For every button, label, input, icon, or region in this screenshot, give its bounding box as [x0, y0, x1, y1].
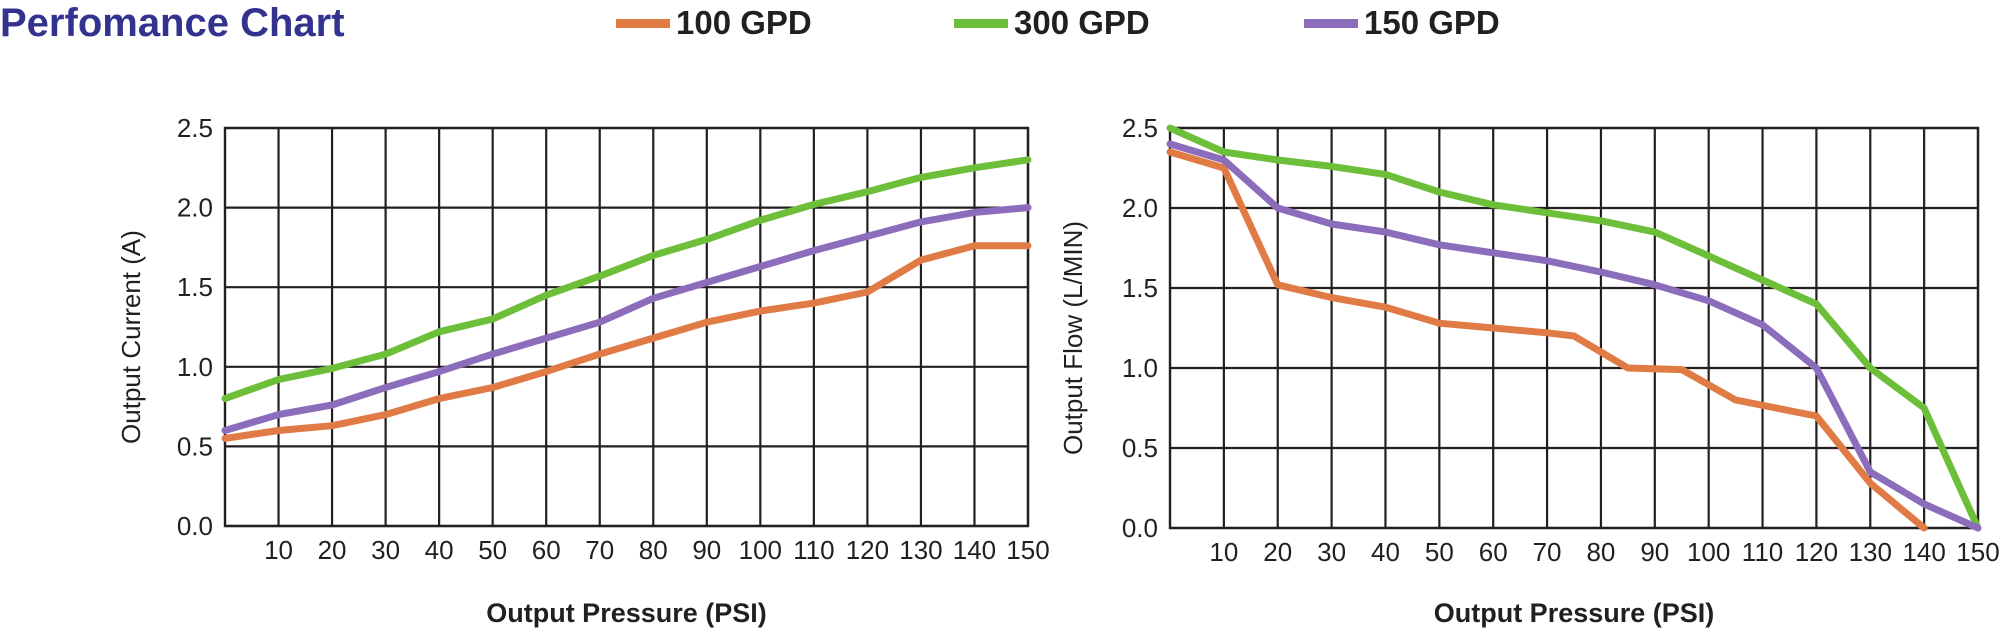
flow-y-tick-label: 0.0	[1122, 513, 1158, 543]
flow-series-100-gpd-line	[1166, 148, 1928, 532]
legend-item-150-gpd: 150 GPD	[1304, 0, 1500, 46]
flow-x-tick-label: 40	[1371, 537, 1400, 567]
flow-x-tick-label: 130	[1849, 537, 1892, 567]
flow-series-150-gpd-line	[1166, 140, 1982, 532]
legend-swatch-300-gpd	[954, 18, 1008, 28]
legend-label-150-gpd: 150 GPD	[1364, 4, 1500, 41]
current-x-tick-label: 20	[318, 535, 347, 565]
current-series-100-gpd-line	[221, 242, 1032, 442]
current-x-tick-label: 120	[846, 535, 889, 565]
current-plot-frame	[223, 126, 1030, 528]
flow-x-tick-label: 50	[1425, 537, 1454, 567]
flow-x-tick-label: 150	[1956, 537, 1999, 567]
current-y-tick-label: 1.5	[177, 272, 213, 302]
flow-x-tick-label: 100	[1687, 537, 1730, 567]
current-y-tick-label: 2.0	[177, 193, 213, 223]
current-x-tick-label: 100	[739, 535, 782, 565]
flow-x-tick-label: 60	[1479, 537, 1508, 567]
flow-series-300-gpd-line	[1166, 124, 1982, 532]
flow-plot-frame	[1168, 126, 1980, 530]
legend-swatch-150-gpd	[1304, 18, 1358, 28]
flow-y-tick-label: 2.0	[1122, 193, 1158, 223]
flow-x-tick-label: 20	[1263, 537, 1292, 567]
current-series-300-gpd-line	[221, 156, 1032, 403]
legend-label-100-gpd: 100 GPD	[676, 4, 812, 41]
current-x-tick-label: 150	[1006, 535, 1049, 565]
current-x-axis-label: Output Pressure (PSI)	[486, 598, 767, 628]
current-x-tick-label: 60	[532, 535, 561, 565]
current-x-tick-label: 80	[639, 535, 668, 565]
flow-x-tick-label: 30	[1317, 537, 1346, 567]
flow-x-tick-label: 70	[1533, 537, 1562, 567]
legend-label-300-gpd: 300 GPD	[1014, 4, 1150, 41]
flow-y-tick-label: 0.5	[1122, 433, 1158, 463]
current-x-tick-label: 40	[425, 535, 454, 565]
page-title: Perfomance Chart	[0, 1, 345, 45]
current-y-tick-label: 2.5	[177, 113, 213, 143]
current-y-tick-label: 1.0	[177, 352, 213, 382]
legend-swatch-100-gpd	[616, 18, 670, 28]
flow-y-axis-label: Output Flow (L/MIN)	[1058, 221, 1088, 455]
flow-x-tick-label: 10	[1209, 537, 1238, 567]
flow-y-tick-label: 1.5	[1122, 273, 1158, 303]
flow-x-tick-label: 140	[1902, 537, 1945, 567]
current-x-tick-label: 110	[793, 535, 834, 565]
current-y-tick-label: 0.5	[177, 431, 213, 461]
flow-y-tick-label: 1.0	[1122, 353, 1158, 383]
legend-item-300-gpd: 300 GPD	[954, 0, 1150, 46]
current-x-tick-label: 30	[371, 535, 400, 565]
flow-y-tick-label: 2.5	[1122, 113, 1158, 143]
current-x-tick-label: 10	[264, 535, 293, 565]
flow-x-tick-label: 110	[1742, 537, 1783, 567]
current-x-tick-label: 70	[585, 535, 614, 565]
current-x-tick-label: 130	[899, 535, 942, 565]
current-y-axis-label: Output Current (A)	[116, 230, 146, 444]
flow-x-axis-label: Output Pressure (PSI)	[1434, 598, 1715, 628]
legend-item-100-gpd: 100 GPD	[616, 0, 812, 46]
flow-x-tick-label: 90	[1640, 537, 1669, 567]
current-y-tick-label: 0.0	[177, 511, 213, 541]
current-series-150-gpd-line	[221, 204, 1032, 434]
current-x-tick-label: 50	[478, 535, 507, 565]
current-x-tick-label: 90	[692, 535, 721, 565]
flow-x-tick-label: 80	[1586, 537, 1615, 567]
flow-x-tick-label: 120	[1795, 537, 1838, 567]
current-x-tick-label: 140	[953, 535, 996, 565]
